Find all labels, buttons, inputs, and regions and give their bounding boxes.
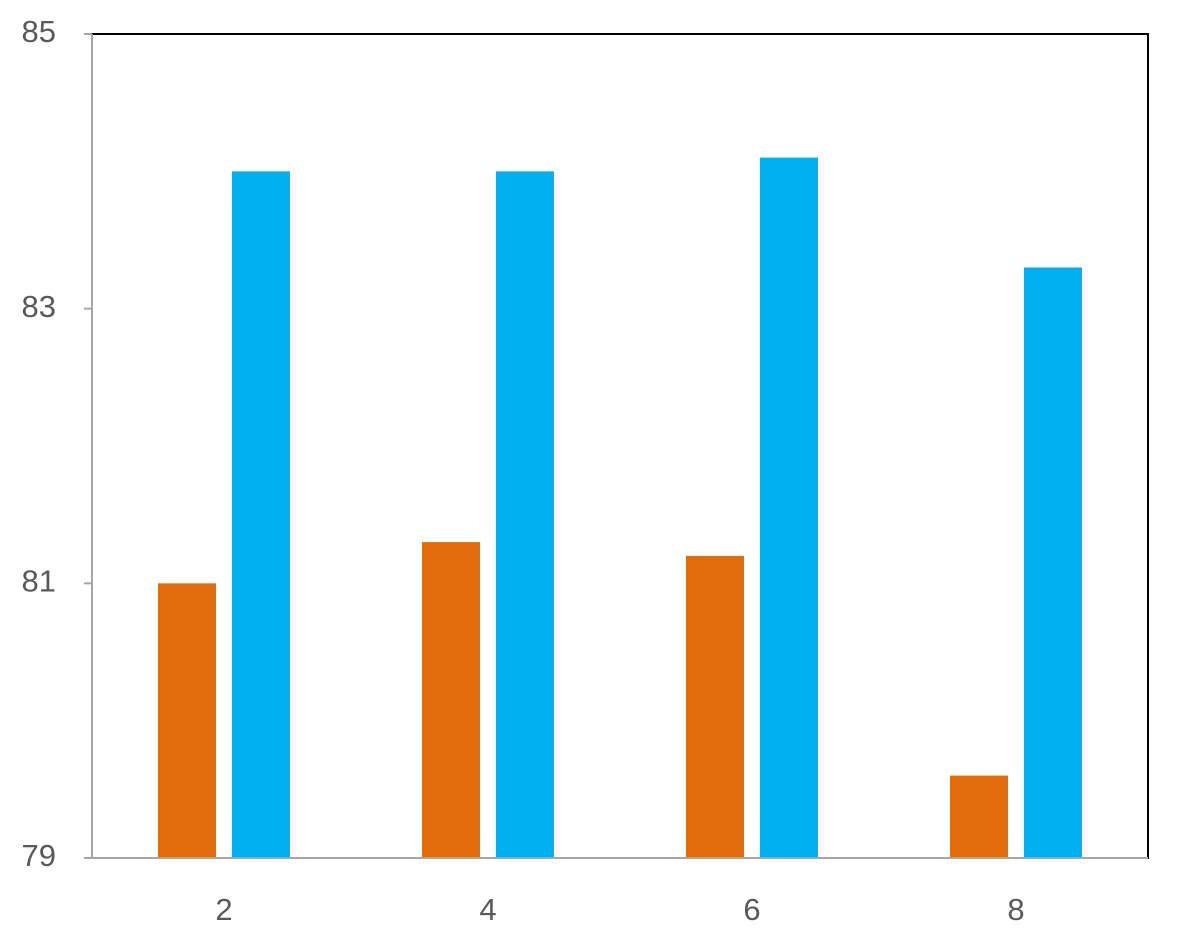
x-tick-label: 2: [215, 892, 232, 927]
bar: [686, 555, 744, 858]
bar: [232, 171, 290, 859]
x-tick-label: 6: [743, 892, 760, 927]
bar: [158, 583, 216, 858]
bar: [760, 157, 818, 859]
x-tick-label: 8: [1007, 892, 1024, 927]
y-tick-label: 79: [22, 838, 56, 873]
y-tick-label: 85: [22, 14, 56, 49]
x-tick-label: 4: [479, 892, 496, 927]
bar: [950, 775, 1008, 858]
y-tick-label: 81: [22, 564, 56, 599]
bar: [422, 542, 480, 858]
bar: [496, 171, 554, 859]
y-tick-label: 83: [22, 289, 56, 324]
bar: [1024, 267, 1082, 858]
